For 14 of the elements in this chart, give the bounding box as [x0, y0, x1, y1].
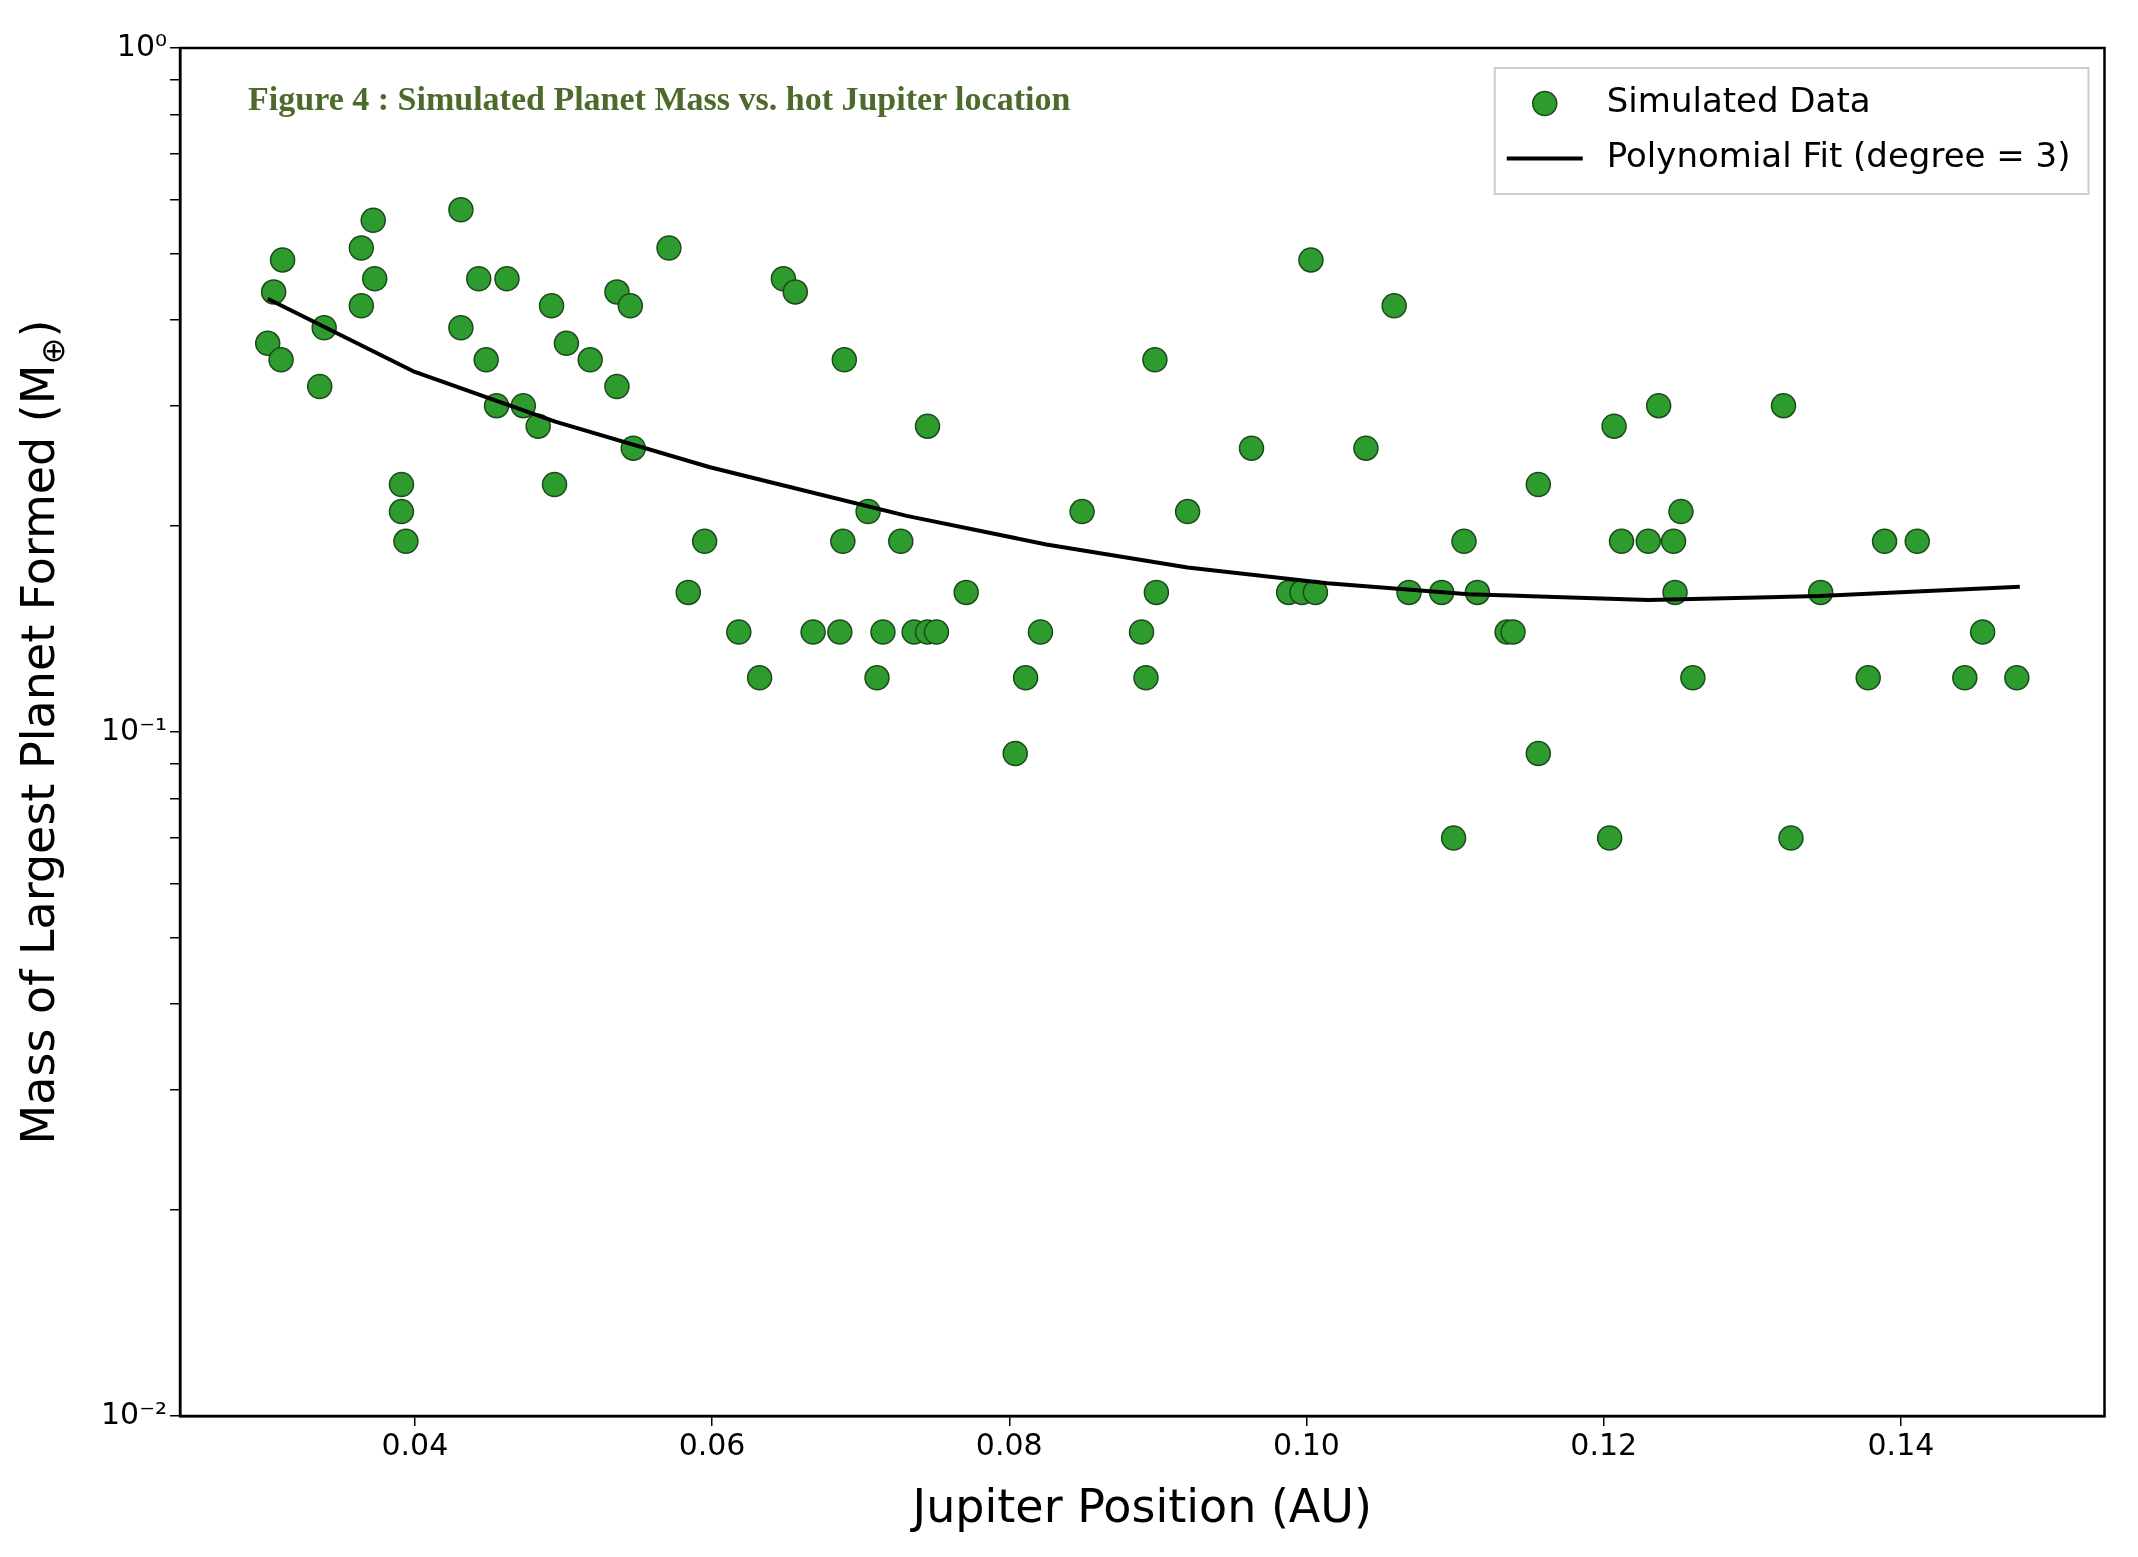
y-axis-title: Mass of Largest Planet Formed (M⊕) — [10, 319, 73, 1145]
x-tick-label: 0.08 — [975, 1426, 1043, 1462]
x-tick-label: 0.14 — [1867, 1426, 1935, 1462]
x-tick-label: 0.12 — [1570, 1426, 1638, 1462]
legend-label: Simulated Data — [1606, 80, 1871, 121]
y-tick-label: 10⁻¹ — [100, 711, 168, 747]
x-tick-label: 0.10 — [1273, 1426, 1340, 1462]
y-tick-label: 10⁻² — [100, 1395, 168, 1431]
legend-label: Polynomial Fit (degree = 3) — [1606, 135, 2071, 176]
y-tick-label: 10⁰ — [116, 27, 168, 63]
text: Figure 4 : Simulated Planet Mass vs. hot Jupiter location — [248, 79, 1071, 117]
x-tick-label: 0.06 — [678, 1426, 746, 1462]
x-tick-label: 0.04 — [381, 1426, 449, 1462]
x-axis-title: Jupiter Position (AU) — [909, 1478, 1372, 1533]
